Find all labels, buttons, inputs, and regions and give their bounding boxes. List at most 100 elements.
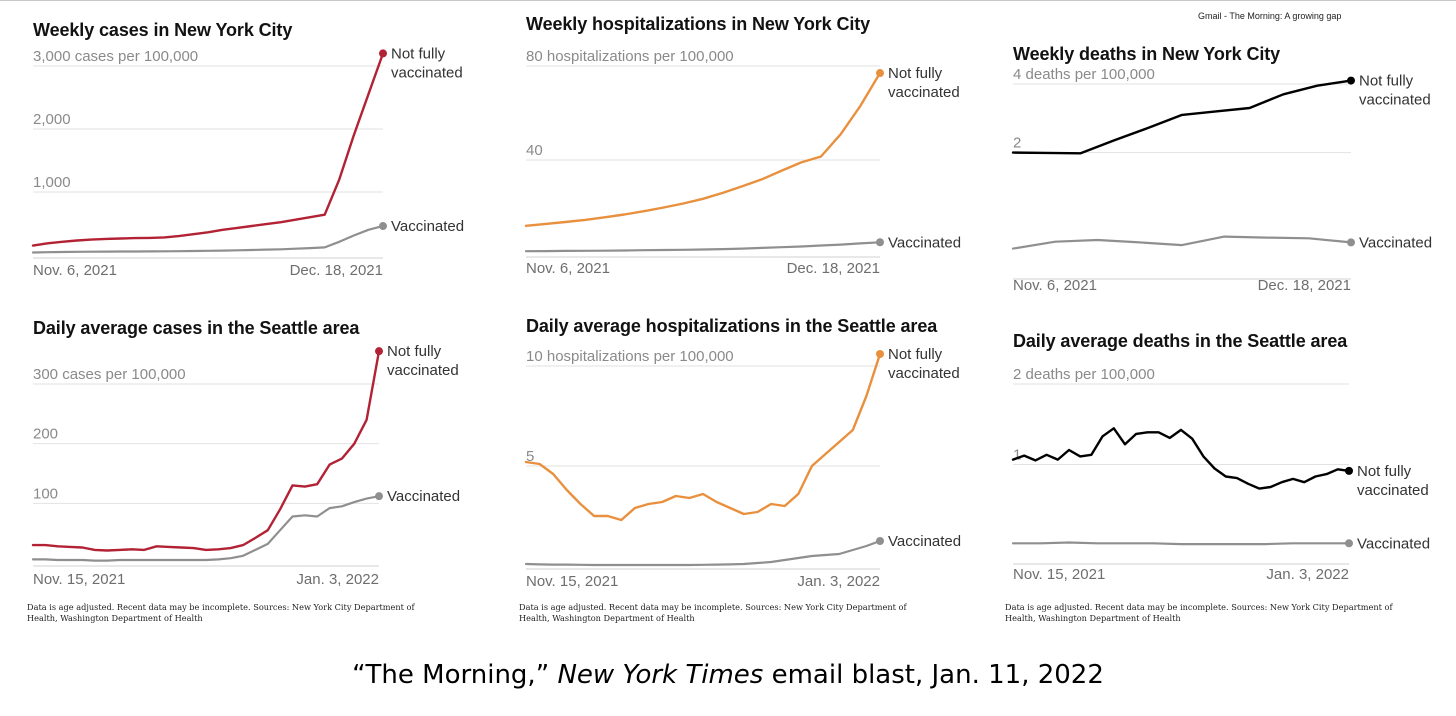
x-tick-label: Nov. 15, 2021 xyxy=(33,571,125,588)
series-line-vaccinated xyxy=(524,539,882,567)
source-note: Data is age adjusted. Recent data may be… xyxy=(1005,602,1393,624)
series-line-vaccinated xyxy=(524,241,882,253)
series-label: Vaccinated xyxy=(391,218,464,235)
y-tick-label: 4 deaths per 100,000 xyxy=(1013,66,1155,83)
series-line-not-fully-vaccinated xyxy=(524,71,882,227)
caption-part: email blast, Jan. 11, 2022 xyxy=(763,660,1104,690)
x-tick-label: Nov. 15, 2021 xyxy=(526,573,618,590)
series-line-not-fully-vaccinated xyxy=(31,350,381,552)
series-line-vaccinated xyxy=(31,495,381,562)
y-tick-label: 5 xyxy=(526,448,534,465)
chart-title: Daily average deaths in the Seattle area xyxy=(1013,331,1348,351)
series-label: vaccinated xyxy=(1357,482,1429,499)
chart-nyc-deaths: Weekly deaths in New York City 4 deaths … xyxy=(1011,44,1443,294)
endpoint-not-fully-vaccinated xyxy=(1347,76,1355,85)
source-line: Data is age adjusted. Recent data may be… xyxy=(519,602,907,612)
source-line: Data is age adjusted. Recent data may be… xyxy=(1005,602,1393,612)
endpoint-not-fully-vaccinated xyxy=(1345,466,1353,475)
series-label: Not fully xyxy=(387,343,442,360)
caption: “The Morning,” New York Times email blas… xyxy=(0,660,1456,690)
y-tick-label: 10 hospitalizations per 100,000 xyxy=(526,348,734,365)
header-note: Gmail - The Morning: A growing gap xyxy=(1198,11,1342,21)
series-label: Not fully xyxy=(391,45,446,62)
y-tick-label: 300 cases per 100,000 xyxy=(33,366,186,383)
chart-seattle-deaths: Daily average deaths in the Seattle area… xyxy=(1011,331,1443,586)
top-border xyxy=(0,0,1456,1)
chart-seattle-cases: Daily average cases in the Seattle area … xyxy=(31,318,473,588)
chart-seattle-hospitalizations: Daily average hospitalizations in the Se… xyxy=(524,316,970,591)
source-line: Health, Washington Department of Health xyxy=(519,613,695,623)
endpoint-not-fully-vaccinated xyxy=(876,69,884,78)
y-tick-label: 40 xyxy=(526,142,543,159)
x-tick-label: Nov. 6, 2021 xyxy=(526,260,610,277)
y-tick-label: 2 deaths per 100,000 xyxy=(1013,366,1155,383)
endpoint-vaccinated xyxy=(876,238,884,247)
x-tick-label: Jan. 3, 2022 xyxy=(296,571,379,588)
series-label: vaccinated xyxy=(888,365,960,382)
endpoint-vaccinated xyxy=(876,537,884,545)
source-line: Data is age adjusted. Recent data may be… xyxy=(27,602,415,612)
source-note: Data is age adjusted. Recent data may be… xyxy=(519,602,907,624)
x-tick-label: Dec. 18, 2021 xyxy=(787,260,880,277)
chart-plot: 80 hospitalizations per 100,000 40 Nov. 6,… xyxy=(524,48,961,277)
chart-title: Daily average cases in the Seattle area xyxy=(33,318,360,338)
y-tick-label: 100 xyxy=(33,485,58,502)
chart-nyc-cases: Weekly cases in New York City 3,000 case… xyxy=(31,20,473,290)
chart-plot: 4 deaths per 100,000 2 Nov. 6, 2021 Dec. 18… xyxy=(1011,66,1432,294)
series-label: vaccinated xyxy=(1359,92,1431,109)
chart-plot: 3,000 cases per 100,000 2,000 1,000 Nov. 6,… xyxy=(31,45,464,279)
series-label: Vaccinated xyxy=(888,533,961,550)
series-label: Vaccinated xyxy=(1357,535,1430,552)
caption-publication: New York Times xyxy=(557,660,764,690)
y-tick-label: 2 xyxy=(1013,135,1021,152)
chart-title: Weekly hospitalizations in New York City xyxy=(526,14,871,34)
chart-plot: 300 cases per 100,000 200 100 Nov. 15, 2021… xyxy=(31,343,460,588)
series-label: Not fully xyxy=(1359,73,1414,90)
chart-title: Weekly deaths in New York City xyxy=(1013,44,1281,64)
series-label: Vaccinated xyxy=(387,488,460,505)
source-note: Data is age adjusted. Recent data may be… xyxy=(27,602,415,624)
series-line-vaccinated xyxy=(31,224,385,254)
endpoint-vaccinated xyxy=(1347,238,1355,247)
x-tick-label: Dec. 18, 2021 xyxy=(1258,277,1351,294)
series-line-vaccinated xyxy=(1011,541,1351,546)
y-tick-label: 1 xyxy=(1013,446,1021,463)
source-line: Health, Washington Department of Health xyxy=(1005,613,1181,623)
chart-plot: 10 hospitalizations per 100,000 5 Nov. 15,… xyxy=(524,346,961,590)
endpoint-vaccinated xyxy=(379,222,387,231)
x-tick-label: Jan. 3, 2022 xyxy=(797,573,880,590)
series-label: vaccinated xyxy=(888,84,960,101)
series-label: vaccinated xyxy=(387,362,459,379)
y-tick-label: 80 hospitalizations per 100,000 xyxy=(526,48,734,65)
x-tick-label: Nov. 6, 2021 xyxy=(33,262,117,279)
x-tick-label: Jan. 3, 2022 xyxy=(1266,566,1349,583)
source-line: Health, Washington Department of Health xyxy=(27,613,203,623)
y-tick-label: 200 xyxy=(33,426,58,443)
x-tick-label: Nov. 6, 2021 xyxy=(1013,277,1097,294)
chart-title: Daily average hospitalizations in the Se… xyxy=(526,316,938,336)
series-line-not-fully-vaccinated xyxy=(1011,427,1351,490)
series-label: vaccinated xyxy=(391,64,463,81)
series-label: Not fully xyxy=(888,65,943,82)
chart-title: Weekly cases in New York City xyxy=(33,20,293,40)
series-label: Vaccinated xyxy=(1359,234,1432,251)
series-label: Not fully xyxy=(1357,463,1412,480)
x-tick-label: Nov. 15, 2021 xyxy=(1013,566,1105,583)
caption-part: “The Morning,” xyxy=(352,660,558,690)
y-tick-label: 1,000 xyxy=(33,174,71,191)
endpoint-vaccinated xyxy=(1345,539,1353,548)
x-tick-label: Dec. 18, 2021 xyxy=(290,262,383,279)
y-tick-label: 2,000 xyxy=(33,111,71,128)
series-line-not-fully-vaccinated xyxy=(1011,79,1353,155)
series-label: Vaccinated xyxy=(888,234,961,251)
series-line-not-fully-vaccinated xyxy=(524,352,882,522)
chart-nyc-hospitalizations: Weekly hospitalizations in New York City… xyxy=(524,14,966,284)
endpoint-not-fully-vaccinated xyxy=(876,350,884,358)
series-label: Not fully xyxy=(888,346,943,363)
endpoint-vaccinated xyxy=(375,492,383,501)
series-line-not-fully-vaccinated xyxy=(31,52,385,247)
endpoint-not-fully-vaccinated xyxy=(375,347,383,356)
y-tick-label: 3,000 cases per 100,000 xyxy=(33,48,198,65)
series-line-vaccinated xyxy=(1011,235,1353,250)
endpoint-not-fully-vaccinated xyxy=(379,49,387,58)
